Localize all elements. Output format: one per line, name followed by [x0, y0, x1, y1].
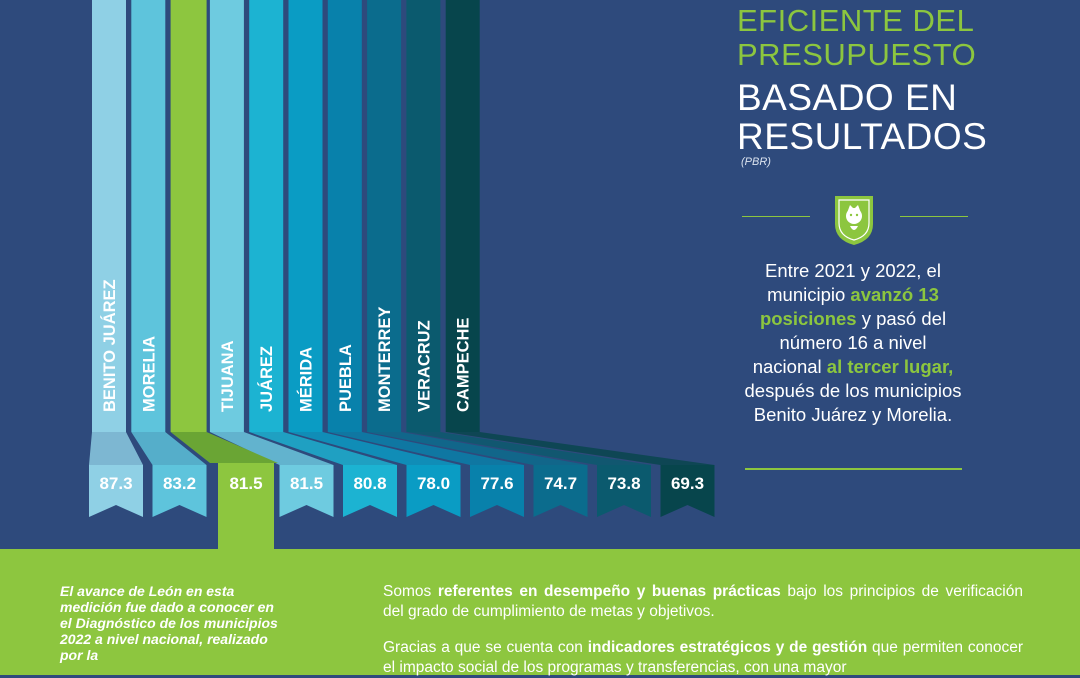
value-box-8: [533, 465, 588, 517]
bar-strip-tijuana: [209, 0, 244, 432]
value-label-3: 81.5: [229, 474, 262, 493]
bar-strip-puebla: [327, 0, 362, 432]
value-box-7: [470, 465, 524, 517]
bar-fold-1: [89, 432, 143, 465]
value-label-1: 87.3: [99, 474, 132, 493]
ranking-chart: BENITO JUÁREZ MORELIA TIJUANA JUÁREZ MÉRIDA P…: [89, 0, 715, 550]
paragraph-2-bold: indicadores estratégicos y de gestión: [587, 639, 868, 656]
bar-group-5: [249, 0, 397, 517]
category-label-campeche: CAMPECHE: [455, 318, 473, 412]
description-highlight-1: avanzó 13 posiciones: [759, 284, 939, 329]
bar-strip-campeche: [445, 0, 480, 432]
bar-group-10: [445, 0, 715, 517]
category-label-veracruz: VERACRUZ: [415, 320, 433, 412]
bar-fold-4: [209, 432, 334, 465]
value-box-5: [343, 465, 397, 517]
bar-fold-9: [406, 432, 651, 465]
value-label-2: 83.2: [163, 474, 196, 493]
title-line-3: BASADO EN: [737, 77, 958, 118]
category-label-juarez: JUÁREZ: [257, 346, 276, 412]
bar-strip-merida: [288, 0, 323, 432]
bar-strip-juarez: [249, 0, 284, 432]
separator-right: [900, 216, 968, 217]
paragraph-1-c: bajo los principios de verificación del …: [383, 583, 1023, 620]
bar-fold-7: [327, 432, 524, 465]
title-abbreviation: (PBR): [741, 156, 771, 168]
category-label-benito-juarez: BENITO JUÁREZ: [100, 279, 119, 412]
value-box-4: [279, 465, 334, 517]
title-line-2: PRESUPUESTO: [737, 37, 977, 72]
bar-fold-highlight: [170, 432, 278, 463]
bar-strip-benito-juarez: [92, 0, 126, 432]
paragraph-1-a: Somos: [383, 583, 438, 600]
bar-fold-10: [445, 432, 715, 465]
bar-group-6: [288, 0, 461, 517]
separator-left: [742, 216, 810, 217]
value-box-1: [89, 465, 143, 517]
bar-strip-morelia: [131, 0, 166, 432]
title-block: EFICIENTE DEL PRESUPUESTO BASADO EN RESU…: [737, 3, 1037, 169]
bar-group-9: [406, 0, 651, 517]
bar-group-3: [170, 0, 278, 550]
bar-group-2: [131, 0, 207, 517]
paragraph-2: Gracias a que se cuenta con indicadores …: [383, 638, 1023, 678]
paragraph-1-bold: referentes en desempeño y buenas práctic…: [437, 583, 781, 600]
value-label-9: 73.8: [607, 474, 640, 493]
value-box-6: [406, 465, 461, 517]
ranking-description: Entre 2021 y 2022, el municipio avanzó 1…: [743, 259, 963, 427]
value-label-10: 69.3: [671, 474, 704, 493]
value-box-2: [152, 465, 207, 517]
value-label-5: 80.8: [353, 474, 386, 493]
bar-strip-monterrey: [367, 0, 402, 432]
bar-group-4: [209, 0, 334, 517]
value-label-7: 77.6: [480, 474, 513, 493]
description-text-3: después de los municipios Benito Juárez …: [744, 380, 962, 425]
description-highlight-2: al tercer lugar,: [826, 356, 954, 377]
value-label-6: 78.0: [417, 474, 450, 493]
category-label-merida: MÉRIDA: [297, 347, 316, 412]
separator-bottom: [745, 468, 962, 470]
bar-highlight: [170, 0, 207, 432]
bar-group-7: [327, 0, 524, 517]
paragraph-2-c: que permiten conocer el impacto social d…: [383, 639, 1023, 676]
bar-fold-2: [131, 432, 207, 465]
bar-group-1: [89, 0, 143, 517]
category-label-puebla: PUEBLA: [337, 344, 355, 412]
category-label-monterrey: MONTERREY: [376, 307, 394, 412]
value-box-9: [597, 465, 651, 517]
value-label-8: 74.7: [544, 474, 577, 493]
value-box-10: [660, 465, 715, 517]
category-label-tijuana: TIJUANA: [219, 340, 237, 412]
bar-fold-8: [367, 432, 588, 465]
bar-fold-5: [249, 432, 397, 465]
lion-shield-icon: [835, 196, 873, 245]
paragraph-1: Somos referentes en desempeño y buenas p…: [383, 582, 1023, 622]
bar-highlight-stem: [218, 463, 274, 550]
title-line-4: RESULTADOS: [737, 116, 988, 157]
category-label-morelia: MORELIA: [140, 336, 158, 412]
note-text: El avance de León en esta medición fue d…: [60, 583, 278, 663]
description-text-2: y pasó del número 16 a nivel nacional: [752, 308, 947, 377]
green-info-panel: [0, 549, 1080, 675]
bar-group-8: [367, 0, 588, 517]
paragraph-2-a: Gracias a que se cuenta con: [383, 639, 588, 656]
bar-strip-veracruz: [406, 0, 441, 432]
title-line-1: EFICIENTE DEL: [737, 3, 975, 38]
value-label-4: 81.5: [290, 474, 323, 493]
bar-fold-6: [288, 432, 461, 465]
description-text-1: Entre 2021 y 2022, el municipio: [765, 260, 941, 305]
